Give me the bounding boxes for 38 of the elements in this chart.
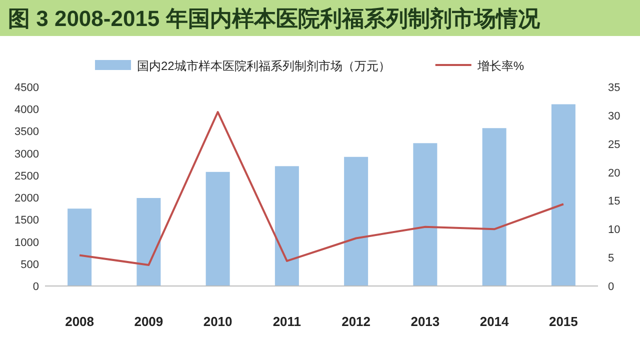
y-tick-label: 500 xyxy=(20,258,39,271)
y-tick-label: 3000 xyxy=(14,148,39,160)
x-tick-label: 2011 xyxy=(272,314,302,329)
line-series xyxy=(78,111,564,266)
x-tick-label: 2008 xyxy=(65,314,94,329)
bar xyxy=(136,198,161,286)
x-tick-label: 2014 xyxy=(480,314,510,329)
bar xyxy=(206,172,230,286)
y2-tick-label: 0 xyxy=(608,281,614,293)
y-tick-label: 1000 xyxy=(14,236,39,249)
y-tick-label: 4000 xyxy=(14,104,39,116)
x-tick-label: 2009 xyxy=(134,314,164,329)
y2-tick-label: 35 xyxy=(608,82,620,94)
bar xyxy=(482,128,506,286)
y-tick-label: 4500 xyxy=(14,82,39,94)
y2-tick-label: 30 xyxy=(608,110,620,122)
x-tick-label: 2013 xyxy=(410,314,440,329)
bar xyxy=(413,143,438,286)
y2-tick-label: 15 xyxy=(608,196,620,208)
y2-tick-label: 20 xyxy=(608,167,620,180)
bar xyxy=(68,208,92,286)
legend-label: 国内22城市样本医院利福系列制剂市场（万元） xyxy=(137,59,390,73)
y2-tick-label: 10 xyxy=(608,224,620,236)
y-tick-label: 3500 xyxy=(14,126,39,138)
bar xyxy=(551,104,576,286)
x-tick-label: 2012 xyxy=(342,314,371,329)
y-tick-label: 1500 xyxy=(14,214,39,227)
y-tick-label: 0 xyxy=(32,281,39,293)
y-tick-label: 2500 xyxy=(14,170,39,182)
y2-tick-label: 5 xyxy=(608,252,614,265)
legend-label: 增长率% xyxy=(476,59,524,73)
y2-tick-label: 25 xyxy=(608,138,620,151)
bar xyxy=(274,166,299,286)
bar xyxy=(344,156,368,286)
x-tick-label: 2015 xyxy=(548,314,578,329)
chart-title: 图 3 2008-2015 年国内样本医院利福系列制剂市场情况 xyxy=(8,6,541,31)
x-tick-label: 2010 xyxy=(203,314,232,329)
y-tick-label: 2000 xyxy=(14,192,39,205)
